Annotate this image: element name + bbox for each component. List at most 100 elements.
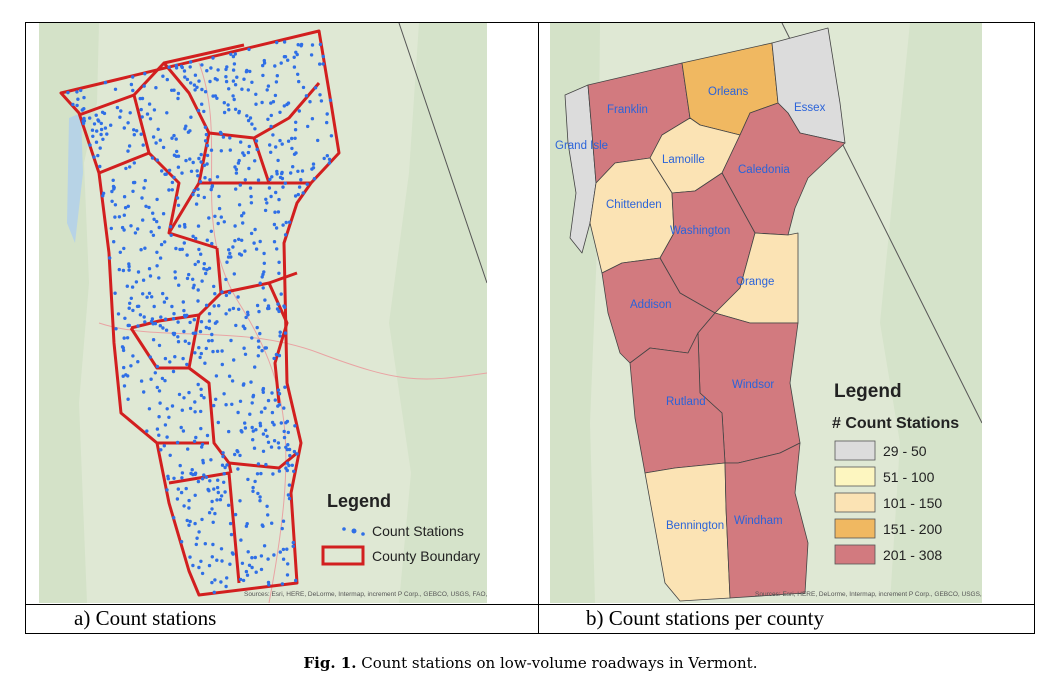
count-station-dot — [283, 385, 287, 389]
count-station-dot — [286, 443, 290, 447]
count-station-dot — [310, 43, 315, 47]
count-station-dot — [292, 449, 297, 454]
count-station-dot — [255, 325, 259, 330]
count-station-dot — [117, 267, 122, 272]
count-station-dot — [147, 205, 151, 210]
count-station-dot — [210, 338, 214, 343]
count-station-dot — [265, 88, 269, 92]
count-station-dot — [236, 410, 240, 415]
count-station-dot — [95, 129, 99, 133]
legend-title: Legend — [327, 491, 391, 511]
count-station-dot — [189, 169, 194, 173]
basemap-terrain — [39, 23, 99, 603]
count-station-dot — [270, 521, 274, 525]
count-station-dot — [214, 374, 219, 378]
count-station-dot — [75, 103, 79, 108]
count-station-dot — [234, 171, 239, 175]
count-station-dot — [258, 239, 262, 244]
count-station-dot — [277, 309, 281, 314]
count-station-dot — [127, 144, 132, 148]
legend-class-label: 29 - 50 — [883, 443, 927, 459]
count-station-dot — [113, 203, 118, 207]
count-station-dot — [248, 186, 253, 190]
count-station-dot — [187, 341, 191, 346]
count-station-dot — [200, 445, 204, 449]
count-station-dot — [160, 169, 164, 173]
count-station-dot — [234, 323, 238, 328]
count-station-dot — [292, 65, 297, 69]
count-station-dot — [149, 377, 153, 381]
county-windham[interactable] — [724, 442, 809, 599]
count-station-dot — [193, 88, 197, 92]
count-station-dot — [223, 490, 227, 494]
count-station-dot — [217, 194, 221, 199]
count-station-dot — [299, 178, 303, 182]
count-station-dot — [220, 362, 224, 367]
count-station-dot — [195, 536, 199, 540]
count-station-dot — [256, 339, 261, 343]
count-station-dot — [207, 563, 212, 568]
count-station-dot — [151, 233, 156, 237]
count-station-dot — [122, 213, 127, 217]
subfigure-caption-b: b) Count stations per county — [586, 606, 824, 630]
count-station-dot — [280, 526, 284, 531]
count-station-dot — [165, 407, 169, 411]
count-station-dot — [211, 349, 215, 354]
count-station-dot — [174, 246, 178, 251]
county-label-orange: Orange — [736, 276, 774, 288]
count-station-dot — [252, 241, 256, 245]
count-station-dot — [282, 429, 286, 434]
count-station-dot — [210, 580, 214, 585]
count-station-dot — [179, 540, 184, 544]
count-station-dot — [165, 488, 169, 492]
count-station-dot — [251, 429, 255, 433]
count-station-dot — [182, 504, 186, 508]
count-station-dot — [197, 79, 201, 83]
count-station-dot — [176, 165, 181, 169]
count-station-dot — [276, 441, 281, 445]
count-station-dot — [280, 582, 285, 586]
count-station-dot — [245, 573, 250, 577]
count-station-dot — [255, 303, 260, 308]
count-station-dot — [280, 170, 284, 175]
count-station-dot — [199, 409, 203, 414]
count-station-dot — [215, 349, 220, 353]
count-station-legend-icon — [361, 532, 365, 536]
count-station-legend-icon — [342, 527, 346, 531]
count-station-dot — [112, 187, 116, 191]
count-station-dot — [212, 284, 216, 289]
count-station-dot — [292, 469, 296, 473]
count-station-dot — [239, 538, 243, 542]
count-station-dot — [199, 387, 203, 391]
count-station-dot — [182, 241, 186, 245]
count-station-dot — [225, 576, 229, 580]
count-station-dot — [250, 425, 254, 430]
count-station-dot — [132, 128, 136, 132]
count-station-dot — [155, 385, 159, 390]
count-station-dot — [222, 472, 226, 476]
road-line — [98, 322, 487, 380]
count-station-dot — [154, 86, 158, 90]
count-station-dot — [264, 197, 268, 201]
count-station-dot — [108, 256, 112, 260]
count-station-dot — [173, 276, 178, 280]
legend-subtitle: # Count Stations — [832, 415, 959, 432]
count-station-dot — [275, 169, 279, 174]
count-station-dot — [219, 215, 223, 219]
count-station-dot — [224, 584, 228, 589]
count-station-dot — [230, 402, 234, 406]
count-station-dot — [216, 478, 220, 482]
count-station-dot — [271, 133, 275, 137]
count-station-dot — [241, 151, 245, 155]
count-station-dot — [249, 201, 254, 205]
count-station-dot — [130, 285, 135, 289]
count-station-dot — [82, 116, 86, 121]
count-station-dot — [182, 222, 187, 227]
count-station-dot — [285, 419, 290, 424]
count-station-dot — [189, 81, 193, 85]
count-station-dot — [82, 95, 86, 100]
count-station-dot — [269, 194, 273, 199]
count-station-dot — [196, 193, 200, 198]
count-station-dot — [253, 365, 257, 369]
county-rutland[interactable] — [629, 332, 726, 474]
